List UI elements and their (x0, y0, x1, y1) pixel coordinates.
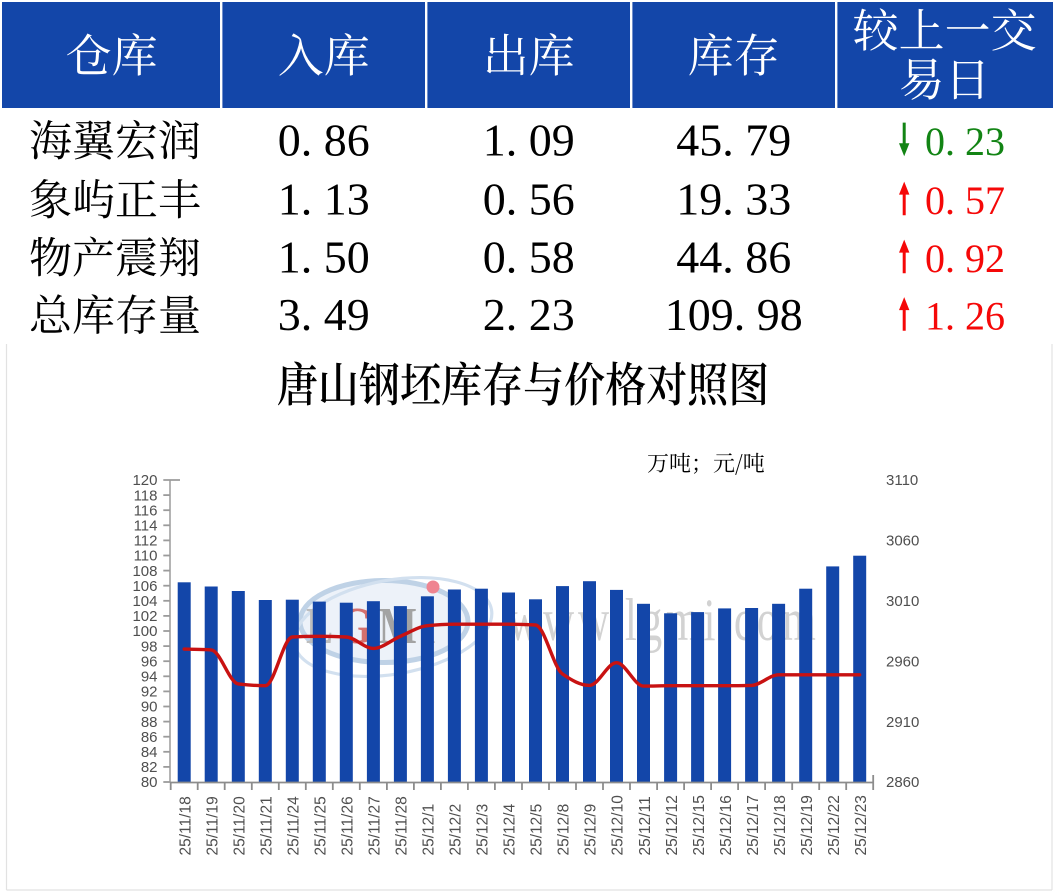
svg-text:25/11/24: 25/11/24 (286, 796, 303, 856)
svg-text:0. 92: 0. 92 (925, 236, 1005, 281)
svg-text:25/12/15: 25/12/15 (691, 795, 708, 855)
svg-text:2960: 2960 (886, 653, 919, 670)
svg-text:25/12/2: 25/12/2 (448, 804, 465, 856)
svg-text:0. 57: 0. 57 (925, 178, 1005, 223)
svg-text:25/11/26: 25/11/26 (340, 796, 357, 855)
svg-text:108: 108 (132, 563, 157, 580)
svg-text:86: 86 (141, 729, 158, 746)
svg-text:116: 116 (134, 502, 158, 519)
svg-text:25/12/22: 25/12/22 (826, 795, 843, 855)
svg-text:96: 96 (141, 653, 158, 670)
svg-text:25/11/28: 25/11/28 (394, 796, 411, 855)
svg-text:2910: 2910 (886, 714, 919, 731)
svg-text:104: 104 (132, 593, 157, 610)
svg-text:106: 106 (132, 578, 157, 595)
svg-text:25/11/25: 25/11/25 (313, 796, 330, 855)
svg-text:0. 58: 0. 58 (483, 232, 575, 283)
svg-text:25/12/23: 25/12/23 (853, 795, 870, 855)
svg-text:25/12/16: 25/12/16 (718, 795, 735, 855)
svg-text:25/12/19: 25/12/19 (799, 795, 816, 855)
svg-text:82: 82 (141, 759, 158, 776)
svg-text:25/12/3: 25/12/3 (475, 804, 492, 856)
svg-text:0. 23: 0. 23 (925, 119, 1005, 164)
svg-text:25/12/11: 25/12/11 (637, 796, 654, 855)
svg-text:88: 88 (141, 714, 158, 731)
svg-text:114: 114 (134, 518, 158, 535)
svg-text:25/11/19: 25/11/19 (204, 796, 221, 855)
svg-text:25/12/8: 25/12/8 (556, 804, 573, 856)
svg-text:25/12/12: 25/12/12 (664, 795, 681, 855)
svg-text:118: 118 (134, 487, 158, 504)
svg-text:25/11/27: 25/11/27 (367, 796, 384, 855)
svg-text:25/11/20: 25/11/20 (231, 796, 248, 856)
svg-text:1. 09: 1. 09 (483, 115, 575, 166)
svg-text:25/12/9: 25/12/9 (583, 804, 600, 856)
svg-text:0. 86: 0. 86 (278, 115, 370, 166)
svg-text:92: 92 (141, 684, 158, 701)
svg-text:25/12/18: 25/12/18 (772, 795, 789, 855)
svg-text:84: 84 (141, 744, 158, 761)
svg-text:2. 23: 2. 23 (483, 289, 575, 340)
svg-text:3110: 3110 (886, 472, 918, 489)
svg-text:0. 56: 0. 56 (483, 174, 575, 225)
svg-text:112: 112 (134, 533, 158, 550)
svg-text:1. 26: 1. 26 (925, 294, 1005, 339)
svg-text:110: 110 (134, 548, 158, 565)
svg-text:44. 86: 44. 86 (676, 232, 791, 283)
svg-text:100: 100 (132, 623, 157, 640)
svg-text:2860: 2860 (886, 774, 919, 791)
svg-text:109. 98: 109. 98 (665, 289, 803, 340)
svg-text:25/12/1: 25/12/1 (421, 804, 438, 856)
svg-text:90: 90 (141, 699, 158, 716)
svg-text:25/11/18: 25/11/18 (177, 796, 194, 855)
svg-text:19. 33: 19. 33 (676, 174, 791, 225)
svg-text:25/12/10: 25/12/10 (610, 795, 627, 856)
svg-text:25/12/5: 25/12/5 (529, 804, 546, 856)
svg-text:1. 13: 1. 13 (278, 174, 370, 225)
svg-text:94: 94 (141, 669, 158, 686)
svg-text:3060: 3060 (886, 533, 919, 550)
svg-text:3010: 3010 (886, 593, 919, 610)
svg-text:1. 50: 1. 50 (278, 232, 370, 283)
svg-text:25/12/4: 25/12/4 (502, 803, 519, 855)
svg-text:3. 49: 3. 49 (278, 289, 370, 340)
svg-text:102: 102 (132, 608, 157, 625)
svg-text:25/11/21: 25/11/21 (259, 796, 276, 855)
svg-text:80: 80 (141, 774, 158, 791)
svg-text:98: 98 (141, 638, 158, 655)
svg-text:120: 120 (132, 472, 157, 489)
svg-text:25/12/17: 25/12/17 (745, 795, 762, 855)
svg-text:45. 79: 45. 79 (676, 115, 791, 166)
